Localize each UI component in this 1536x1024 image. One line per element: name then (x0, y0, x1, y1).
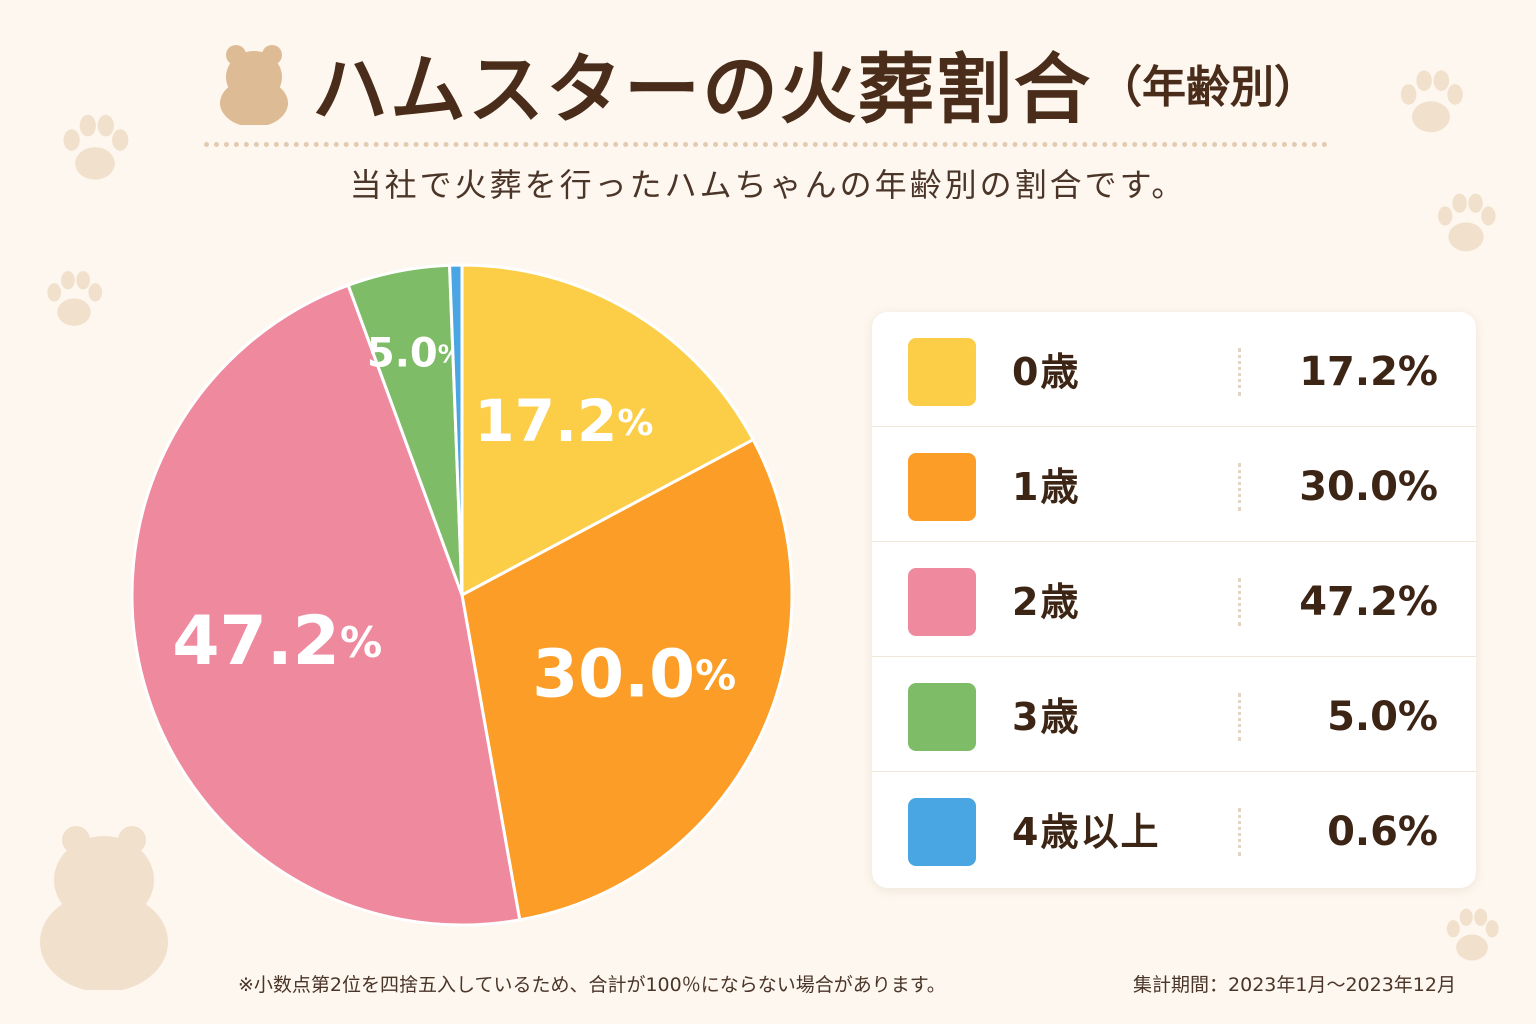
title-divider (204, 142, 1328, 147)
legend-row: 3歳 5.0% (872, 657, 1476, 772)
legend-value: 0.6% (1327, 809, 1438, 855)
slice-value-label: 47.2% (172, 601, 382, 680)
pie-slice-0 (460, 263, 756, 598)
pie-chart: 17.2%30.0%47.2%5.0% (130, 263, 794, 927)
legend-row: 2歳 47.2% (872, 542, 1476, 657)
page-subtitle: 当社で火葬を行ったハムちゃんの年齢別の割合です。 (349, 166, 1187, 204)
paw-print-icon (63, 114, 129, 180)
aggregation-period: 集計期間：2023年1月〜2023年12月 (1133, 974, 1456, 996)
legend-value: 30.0% (1299, 464, 1438, 510)
legend-label: 4歳以上 (1012, 810, 1161, 854)
legend-swatch (908, 683, 976, 751)
legend-swatch (908, 338, 976, 406)
legend-swatch (908, 798, 976, 866)
legend-separator (1238, 693, 1241, 741)
legend-separator (1238, 578, 1241, 626)
legend-separator (1238, 808, 1241, 856)
legend-value: 5.0% (1327, 694, 1438, 740)
legend-row: 0歳 17.2% (872, 312, 1476, 427)
legend-label: 1歳 (1012, 465, 1081, 509)
footnote: ※小数点第2位を四捨五入しているため、合計が100％にならない場合があります。 (238, 974, 946, 996)
legend-separator (1238, 348, 1241, 396)
title-row: ハムスターの火葬割合 （年齢別） (0, 28, 1536, 138)
legend-value: 47.2% (1299, 579, 1438, 625)
legend-label: 3歳 (1012, 695, 1081, 739)
pie-slice-1 (460, 437, 794, 922)
paw-print-icon (1400, 70, 1463, 133)
legend-swatch (908, 568, 976, 636)
legend-row: 1歳 30.0% (872, 427, 1476, 542)
pie-slice-4 (448, 263, 464, 596)
legend-row: 4歳以上 0.6% (872, 772, 1476, 887)
hamster-silhouette-icon (40, 826, 168, 990)
legend-value: 17.2% (1299, 349, 1438, 395)
legend: 0歳 17.2% 1歳 30.0% 2歳 47.2% 3歳 5.0% 4歳以上 … (872, 312, 1476, 888)
page-title: ハムスターの火葬割合 (312, 45, 1092, 134)
legend-label: 0歳 (1012, 350, 1081, 394)
paw-print-icon (1446, 908, 1499, 961)
pie-slice-2 (130, 283, 522, 927)
paw-print-icon (1438, 193, 1496, 252)
legend-label: 2歳 (1012, 580, 1081, 624)
paw-print-icon (47, 271, 103, 326)
legend-swatch (908, 453, 976, 521)
slice-value-label: 17.2% (474, 387, 653, 455)
legend-separator (1238, 463, 1241, 511)
slice-value-label: 30.0% (532, 636, 736, 713)
hamster-icon (220, 45, 288, 125)
page-title-suffix: （年齢別） (1098, 62, 1318, 113)
